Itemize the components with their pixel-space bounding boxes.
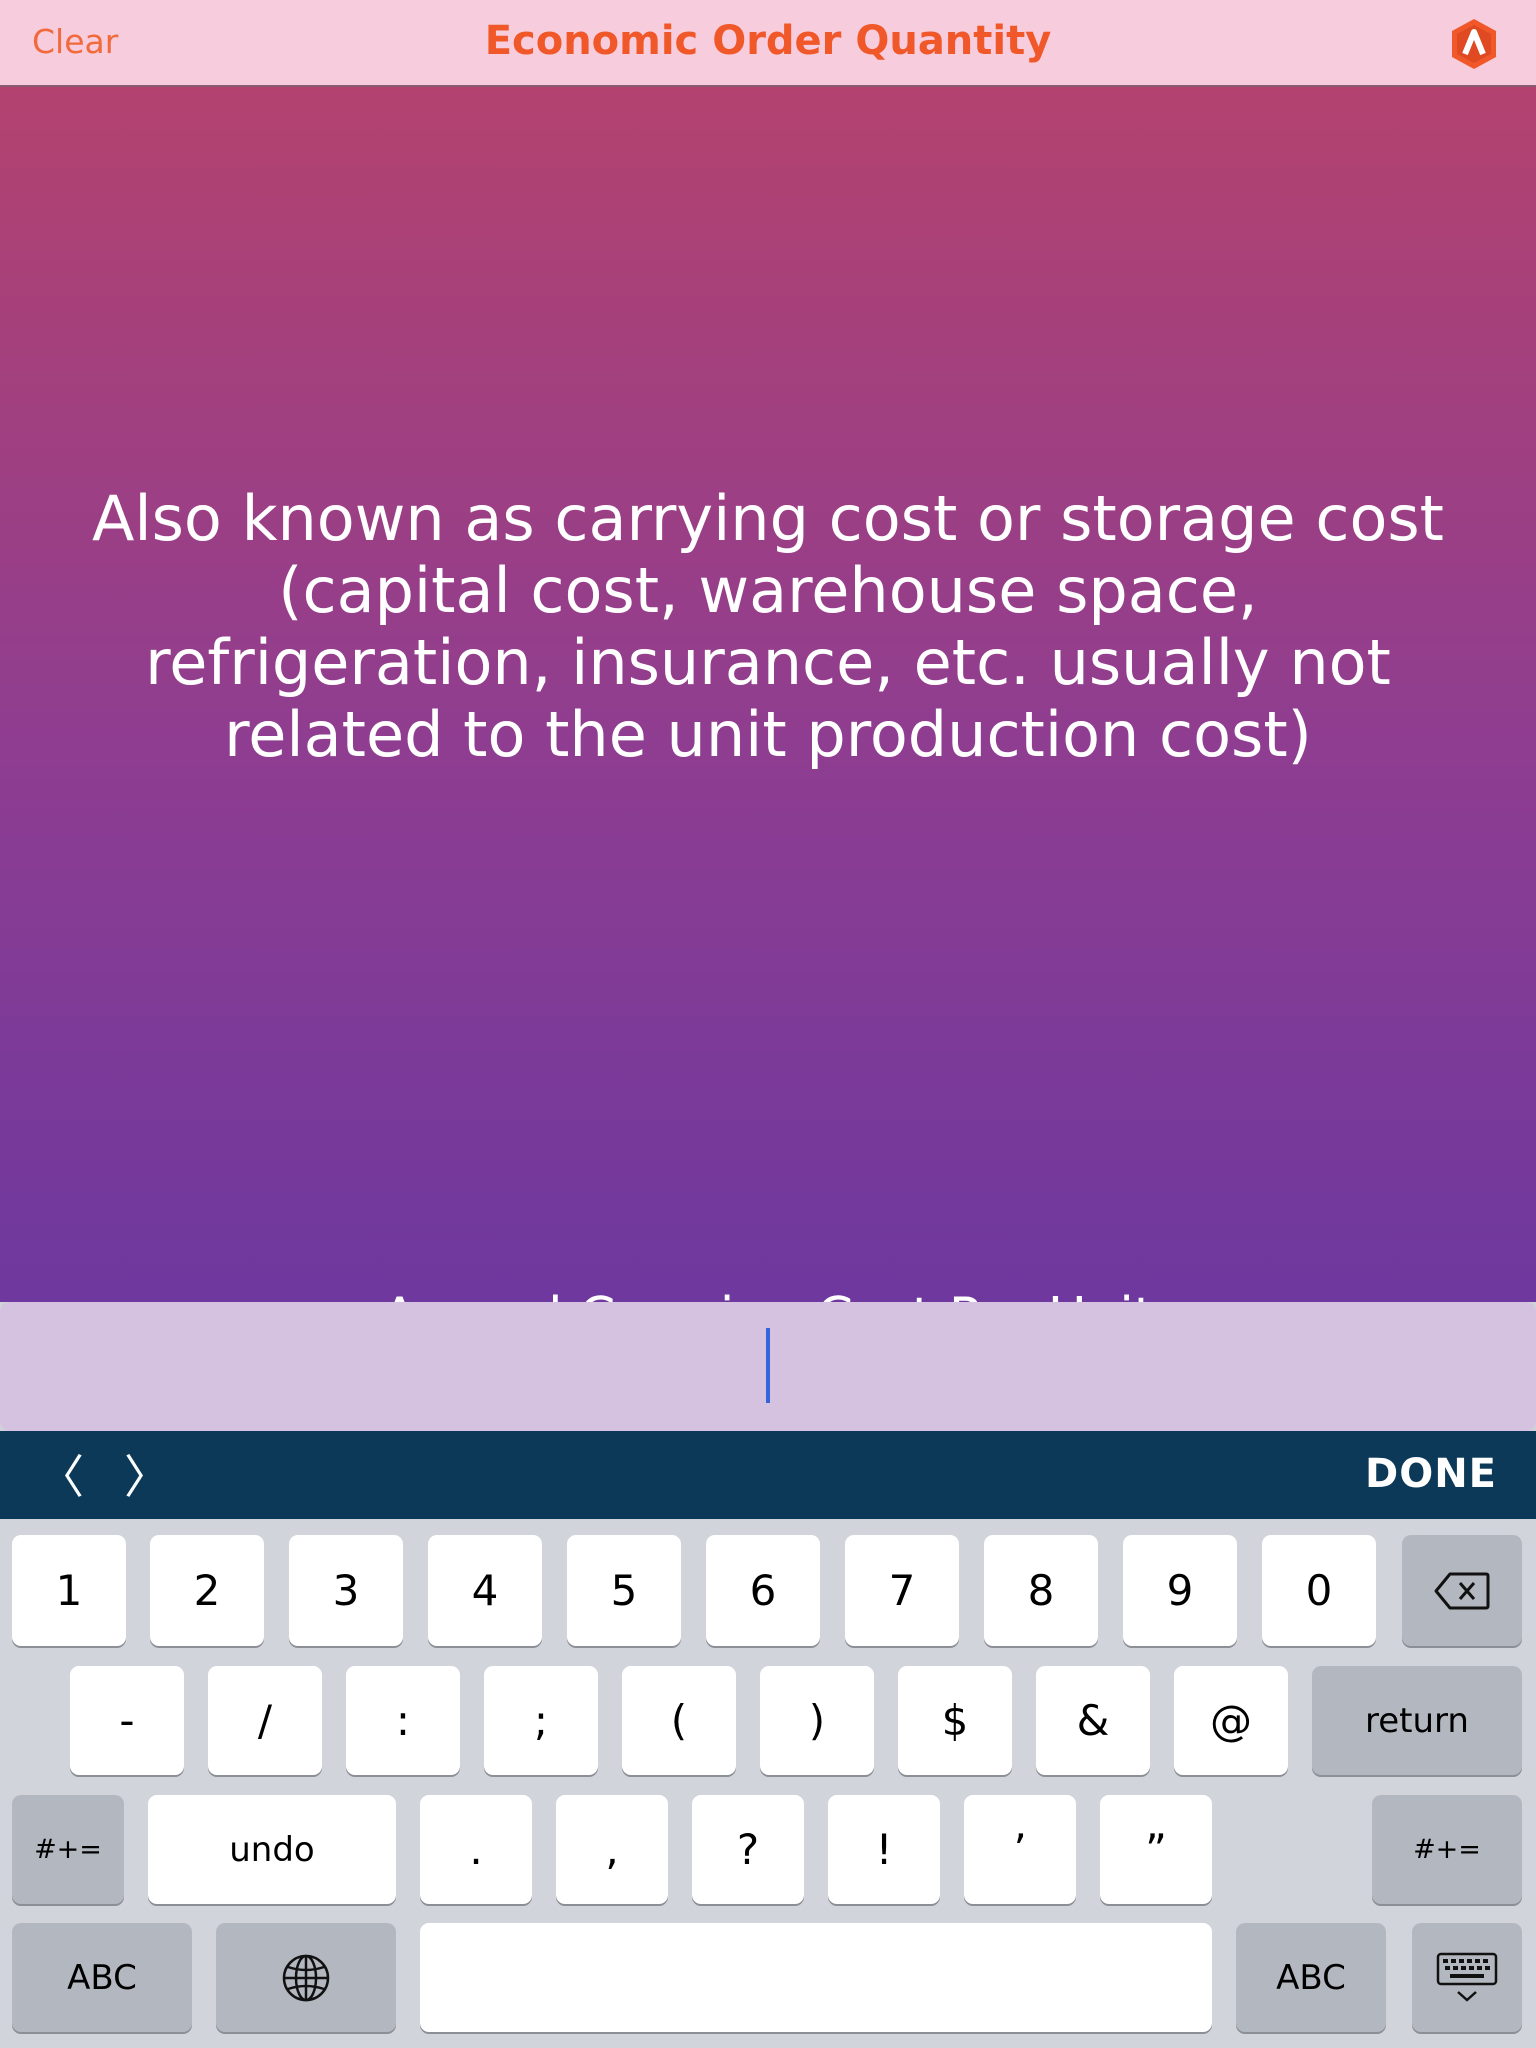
key-close-paren[interactable]: ) <box>760 1666 874 1775</box>
symbols-key-left[interactable]: #+= <box>12 1795 124 1904</box>
keyboard: 1 2 3 4 5 6 7 8 9 0 - / : ; ( ) $ & @ re… <box>0 1519 1536 2048</box>
key-slash[interactable]: / <box>208 1666 322 1775</box>
key-9[interactable]: 9 <box>1123 1535 1237 1646</box>
previous-field-button[interactable]: 〈 <box>38 1450 84 1504</box>
key-4[interactable]: 4 <box>428 1535 542 1646</box>
key-ampersand[interactable]: & <box>1036 1666 1150 1775</box>
key-2[interactable]: 2 <box>150 1535 264 1646</box>
key-colon[interactable]: : <box>346 1666 460 1775</box>
key-1[interactable]: 1 <box>12 1535 126 1646</box>
key-5[interactable]: 5 <box>567 1535 681 1646</box>
key-quote[interactable]: ” <box>1100 1795 1212 1904</box>
carrying-cost-input[interactable] <box>0 1302 1536 1431</box>
key-period[interactable]: . <box>420 1795 532 1904</box>
dismiss-keyboard-key[interactable] <box>1412 1923 1522 2032</box>
top-bar: Clear Economic Order Quantity <box>0 0 1536 87</box>
key-0[interactable]: 0 <box>1262 1535 1376 1646</box>
key-3[interactable]: 3 <box>289 1535 403 1646</box>
backspace-icon <box>1434 1572 1490 1609</box>
key-hyphen[interactable]: - <box>70 1666 184 1775</box>
globe-icon <box>282 1954 330 2001</box>
key-8[interactable]: 8 <box>984 1535 1098 1646</box>
key-comma[interactable]: , <box>556 1795 668 1904</box>
field-description: Also known as carrying cost or storage c… <box>91 482 1444 771</box>
key-dollar[interactable]: $ <box>898 1666 1012 1775</box>
next-field-button[interactable]: 〉 <box>124 1450 170 1504</box>
text-caret <box>766 1328 770 1403</box>
input-accessory-toolbar: 〈 〉 DONE <box>0 1431 1536 1519</box>
backspace-key[interactable] <box>1402 1535 1522 1646</box>
abc-key-right[interactable]: ABC <box>1236 1923 1386 2032</box>
key-apostrophe[interactable]: ’ <box>964 1795 1076 1904</box>
space-bar[interactable] <box>420 1923 1212 2032</box>
key-semicolon[interactable]: ; <box>484 1666 598 1775</box>
key-open-paren[interactable]: ( <box>622 1666 736 1775</box>
keyboard-dismiss-icon <box>1436 1952 1498 2002</box>
key-7[interactable]: 7 <box>845 1535 959 1646</box>
return-key[interactable]: return <box>1312 1666 1522 1775</box>
symbols-key-right[interactable]: #+= <box>1372 1795 1522 1904</box>
abc-key-left[interactable]: ABC <box>12 1923 192 2032</box>
clear-button[interactable]: Clear <box>32 22 119 61</box>
key-exclamation[interactable]: ! <box>828 1795 940 1904</box>
key-at[interactable]: @ <box>1174 1666 1288 1775</box>
done-button[interactable]: DONE <box>1364 1451 1497 1497</box>
key-6[interactable]: 6 <box>706 1535 820 1646</box>
app-title: Economic Order Quantity <box>484 18 1052 64</box>
globe-key[interactable] <box>216 1923 396 2032</box>
key-question[interactable]: ? <box>692 1795 804 1904</box>
app-logo-icon[interactable] <box>1447 17 1501 71</box>
undo-key[interactable]: undo <box>148 1795 396 1904</box>
main-panel: Also known as carrying cost or storage c… <box>0 87 1536 1347</box>
